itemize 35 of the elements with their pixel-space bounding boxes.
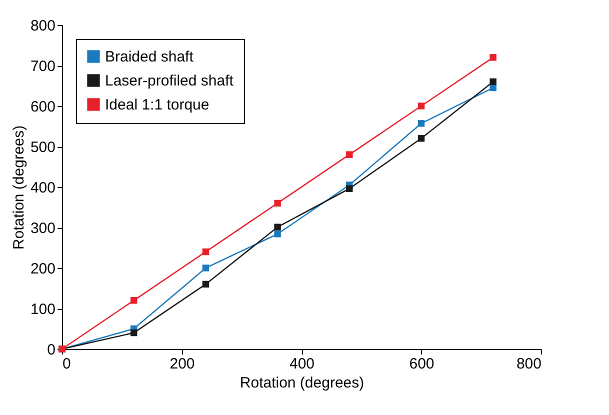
point	[346, 151, 353, 158]
y-tick-label: 200	[30, 260, 56, 278]
x-tick-label: 800	[516, 356, 542, 372]
x-tick-label: 400	[289, 356, 315, 372]
point	[202, 280, 210, 288]
y-tick-label: 100	[30, 301, 56, 318]
point	[346, 185, 353, 192]
y-tick-label: 600	[30, 98, 56, 116]
y-tick-label: 0	[47, 342, 56, 358]
point	[490, 54, 496, 61]
point	[274, 224, 281, 230]
point	[202, 248, 210, 256]
legend-label: Ideal 1:1 torque	[105, 96, 210, 114]
point	[202, 264, 210, 272]
legend-label: Laser-profiled shaft	[105, 72, 234, 90]
point	[274, 200, 281, 207]
point	[418, 102, 425, 110]
y-tick-label: 400	[30, 180, 56, 196]
x-tick-label: 200	[170, 356, 195, 372]
point	[418, 120, 425, 127]
y-tick-label: 300	[30, 220, 56, 237]
point	[490, 78, 496, 86]
x-axis-title: Rotation (degrees)	[240, 374, 364, 392]
point	[418, 135, 425, 142]
legend-label: Braided shaft	[105, 48, 194, 66]
x-tick-label: 600	[409, 356, 434, 372]
x-tick-label: 0	[62, 356, 71, 372]
point	[490, 84, 496, 92]
point	[274, 230, 281, 238]
point	[130, 297, 138, 304]
point	[130, 329, 138, 336]
y-tick-label: 700	[30, 58, 56, 75]
y-tick-label: 500	[30, 139, 56, 156]
y-axis-title: Rotation (degrees)	[10, 125, 28, 250]
y-tick-label: 800	[30, 18, 56, 34]
